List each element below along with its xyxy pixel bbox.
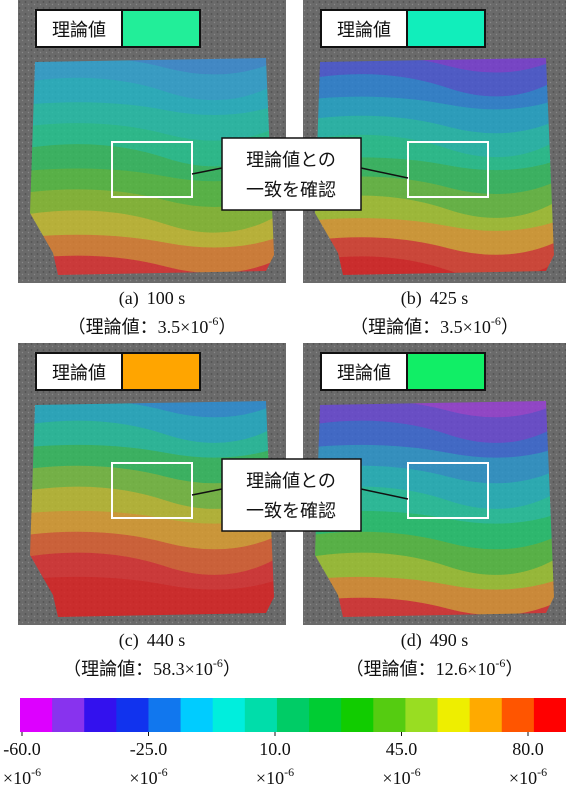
- caption-note: （理論値：12.6×10-6）: [346, 656, 524, 679]
- callout-text: 一致を確認: [246, 180, 336, 200]
- badge-swatch: [122, 10, 200, 47]
- badge-label: 理論値: [337, 363, 391, 383]
- unit-exp: -6: [537, 765, 547, 779]
- panel-time: 100 s: [147, 288, 186, 308]
- note-close: ）: [501, 317, 519, 337]
- panel-label: (d): [401, 630, 422, 651]
- caption-note: （理論値：3.5×10-6）: [68, 314, 237, 337]
- colorbar-cell: [245, 698, 278, 732]
- colorbar-cell: [470, 698, 503, 732]
- caption: (d) 490 s: [401, 630, 469, 651]
- colorbar-cell: [181, 698, 214, 732]
- colorbar-cell: [309, 698, 342, 732]
- tick-label: 45.0: [386, 739, 418, 759]
- unit-exp: -6: [411, 765, 421, 779]
- colorbar-cell: [534, 698, 566, 732]
- note-exp: -6: [491, 314, 501, 328]
- unit: ×10: [382, 768, 410, 788]
- unit: ×10: [509, 768, 537, 788]
- caption: (b) 425 s: [401, 288, 469, 309]
- tick-unit: ×10-6: [256, 765, 294, 788]
- callout-text: 理論値との: [246, 471, 336, 491]
- panel-label: (b): [401, 288, 422, 309]
- note: （理論値：3.5×10: [350, 317, 491, 337]
- unit: ×10: [129, 768, 157, 788]
- caption: (a) 100 s: [119, 288, 186, 309]
- note: （理論値：58.3×10: [63, 659, 213, 679]
- colorbar-cell: [438, 698, 471, 732]
- caption-note: （理論値：3.5×10-6）: [350, 314, 519, 337]
- panel-time: 490 s: [430, 630, 469, 650]
- colorbar-cell: [52, 698, 85, 732]
- colorbar-cell: [373, 698, 406, 732]
- caption-note: （理論値：58.3×10-6）: [63, 656, 241, 679]
- panel-label: (c): [119, 630, 139, 651]
- tick-unit: ×10-6: [382, 765, 420, 788]
- tick-unit: ×10-6: [3, 765, 41, 788]
- colorbar-cell: [341, 698, 374, 732]
- note-exp: -6: [208, 314, 218, 328]
- unit-exp: -6: [284, 765, 294, 779]
- colorbar-cell: [116, 698, 149, 732]
- badge-swatch: [122, 353, 200, 390]
- badge-label: 理論値: [337, 20, 391, 40]
- colorbar-cell: [84, 698, 117, 732]
- note: （理論値：3.5×10: [68, 317, 209, 337]
- unit-exp: -6: [31, 765, 41, 779]
- note-close: ）: [223, 659, 241, 679]
- note-exp: -6: [495, 656, 505, 670]
- unit: ×10: [256, 768, 284, 788]
- tick-unit: ×10-6: [509, 765, 547, 788]
- badge-label: 理論値: [52, 363, 106, 383]
- unit: ×10: [3, 768, 31, 788]
- panel-time: 440 s: [147, 630, 186, 650]
- colorbar-cell: [502, 698, 535, 732]
- badge-swatch: [407, 353, 485, 390]
- panel-time: 425 s: [430, 288, 469, 308]
- badge-swatch: [407, 10, 485, 47]
- note-exp: -6: [213, 656, 223, 670]
- note-close: ）: [505, 659, 523, 679]
- tick-label: -60.0: [3, 739, 41, 759]
- colorbar-cell: [277, 698, 310, 732]
- tick-label: 10.0: [259, 739, 291, 759]
- caption: (c) 440 s: [119, 630, 186, 651]
- badge-label: 理論値: [52, 20, 106, 40]
- tick-label: 80.0: [512, 739, 544, 759]
- colorbar-cell: [148, 698, 181, 732]
- note-close: ）: [218, 317, 236, 337]
- tick-label: -25.0: [130, 739, 168, 759]
- callout-text: 一致を確認: [246, 501, 336, 521]
- panel-label: (a): [119, 288, 139, 309]
- figure: 理論値(a)100 s（理論値：3.5×10-6）理論値(b)425 s（理論値…: [0, 0, 566, 790]
- note: （理論値：12.6×10: [346, 659, 496, 679]
- tick-unit: ×10-6: [129, 765, 167, 788]
- colorbar-cell: [20, 698, 53, 732]
- colorbar-cell: [213, 698, 246, 732]
- unit-exp: -6: [158, 765, 168, 779]
- colorbar-cell: [405, 698, 438, 732]
- callout-text: 理論値との: [246, 150, 336, 170]
